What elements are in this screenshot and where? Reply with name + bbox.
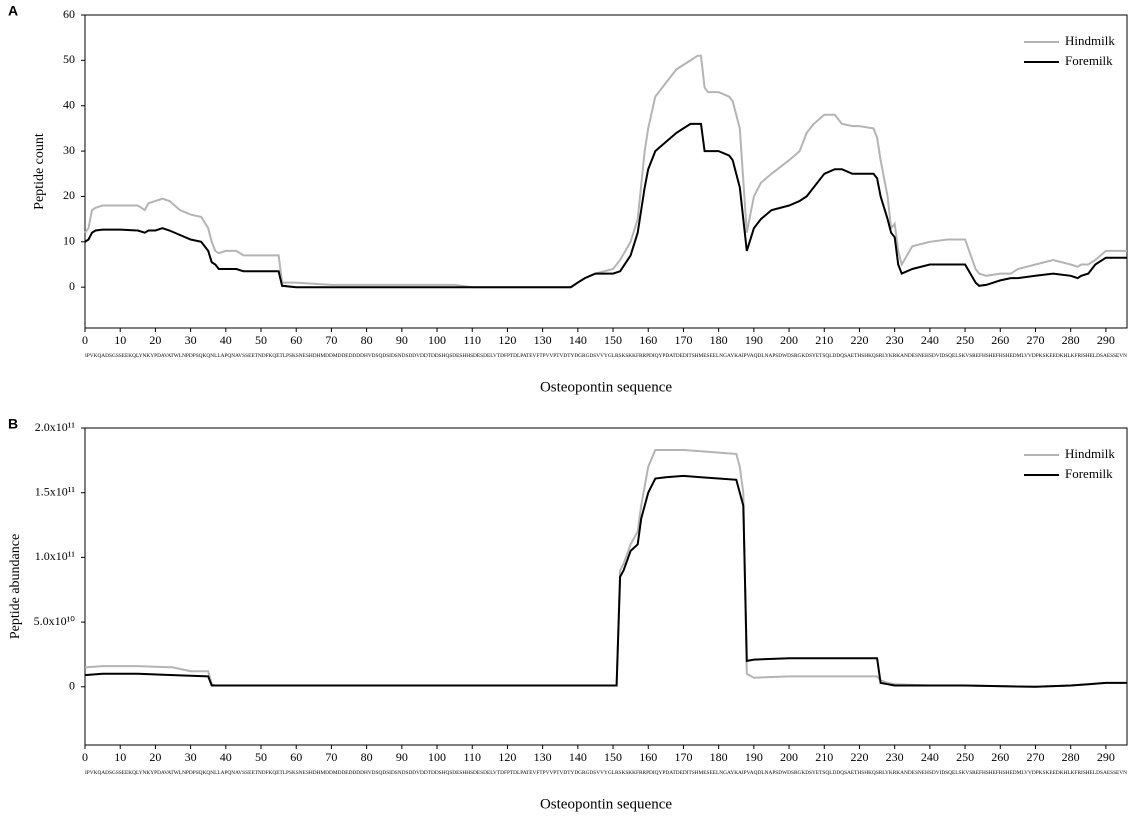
x-tick-label: 150: [604, 750, 622, 764]
plot-frame: [84, 14, 1128, 329]
x-tick-label: 230: [886, 750, 904, 764]
series-line: [84, 474, 1127, 688]
x-tick-label: 80: [361, 333, 373, 347]
x-tick-label: 10: [114, 333, 126, 347]
sequence: IPVKQADSGSSEEKQLYNKYPDAVATWLNPDPSQKQNLLA…: [85, 354, 1127, 359]
series-line: [84, 449, 1127, 688]
x-tick-label: 70: [325, 333, 337, 347]
x-tick-label: 50: [255, 750, 267, 764]
x-tick-label: 180: [710, 333, 728, 347]
x-tick-label: 270: [1026, 750, 1044, 764]
legend-label: Foremilk: [1065, 466, 1113, 481]
x-tick-label: 220: [850, 750, 868, 764]
x-tick-label: 250: [956, 750, 974, 764]
x-axis-label: Osteopontin sequence: [540, 796, 672, 812]
x-axis-label: Osteopontin sequence: [540, 379, 672, 395]
x-tick-label: 0: [82, 333, 88, 347]
x-tick-label: 150: [604, 333, 622, 347]
y-tick-label: 1.0x10¹¹: [35, 549, 76, 563]
x-tick-label: 90: [396, 333, 408, 347]
x-tick-label: 190: [745, 333, 763, 347]
x-tick-label: 280: [1062, 750, 1080, 764]
x-tick-label: 20: [149, 333, 161, 347]
panel-label: A: [8, 3, 18, 19]
y-tick-label: 60: [63, 7, 75, 21]
x-tick-label: 20: [149, 750, 161, 764]
y-axis-label: Peptide abundance: [8, 534, 23, 639]
x-tick-label: 120: [498, 750, 516, 764]
x-tick-label: 120: [498, 333, 516, 347]
x-tick-label: 220: [850, 333, 868, 347]
y-tick-label: 40: [63, 97, 75, 111]
x-tick-label: 210: [815, 750, 833, 764]
x-tick-label: 70: [325, 750, 337, 764]
x-tick-label: 130: [534, 333, 552, 347]
legend-label: Foremilk: [1065, 53, 1113, 68]
x-tick-label: 230: [886, 333, 904, 347]
y-tick-label: 5.0x10¹⁰: [34, 614, 76, 628]
x-tick-label: 290: [1097, 750, 1115, 764]
x-tick-label: 270: [1026, 333, 1044, 347]
x-tick-label: 280: [1062, 333, 1080, 347]
y-tick-label: 10: [63, 234, 75, 248]
series-line: [84, 122, 1127, 289]
x-tick-label: 110: [463, 333, 481, 347]
x-tick-label: 210: [815, 333, 833, 347]
series-line: [84, 54, 1127, 289]
x-tick-label: 10: [114, 750, 126, 764]
y-tick-label: 30: [63, 143, 75, 157]
x-tick-label: 130: [534, 750, 552, 764]
sequence: IPVKQADSGSSEEKQLYNKYPDAVATWLNPDPSQKQNLLA…: [85, 771, 1127, 776]
x-tick-label: 30: [185, 750, 197, 764]
x-tick-label: 80: [361, 750, 373, 764]
x-tick-label: 160: [639, 750, 657, 764]
x-tick-label: 200: [780, 333, 798, 347]
x-tick-label: 190: [745, 750, 763, 764]
x-tick-label: 0: [82, 750, 88, 764]
y-axis-label: Peptide count: [32, 133, 47, 210]
x-tick-label: 50: [255, 333, 267, 347]
x-tick-label: 60: [290, 333, 302, 347]
x-tick-label: 100: [428, 333, 446, 347]
panel-label: B: [8, 416, 18, 432]
y-tick-label: 1.5x10¹¹: [35, 484, 76, 498]
x-tick-label: 140: [569, 333, 587, 347]
x-tick-label: 260: [991, 333, 1009, 347]
x-tick-label: 100: [428, 750, 446, 764]
legend-label: Hindmilk: [1065, 446, 1115, 461]
x-tick-label: 200: [780, 750, 798, 764]
x-tick-label: 170: [674, 333, 692, 347]
x-tick-label: 170: [674, 750, 692, 764]
x-tick-label: 90: [396, 750, 408, 764]
legend-label: Hindmilk: [1065, 33, 1115, 48]
y-tick-label: 0: [69, 679, 75, 693]
x-tick-label: 260: [991, 750, 1009, 764]
x-tick-label: 160: [639, 333, 657, 347]
x-tick-label: 140: [569, 750, 587, 764]
x-tick-label: 40: [220, 750, 232, 764]
x-tick-label: 110: [463, 750, 481, 764]
y-tick-label: 2.0x10¹¹: [35, 420, 76, 434]
y-tick-label: 20: [63, 188, 75, 202]
plot-frame: [84, 427, 1128, 746]
x-tick-label: 290: [1097, 333, 1115, 347]
y-tick-label: 0: [69, 279, 75, 293]
x-tick-label: 40: [220, 333, 232, 347]
x-tick-label: 240: [921, 750, 939, 764]
x-tick-label: 60: [290, 750, 302, 764]
y-tick-label: 50: [63, 52, 75, 66]
x-tick-label: 250: [956, 333, 974, 347]
x-tick-label: 30: [185, 333, 197, 347]
x-tick-label: 240: [921, 333, 939, 347]
x-tick-label: 180: [710, 750, 728, 764]
